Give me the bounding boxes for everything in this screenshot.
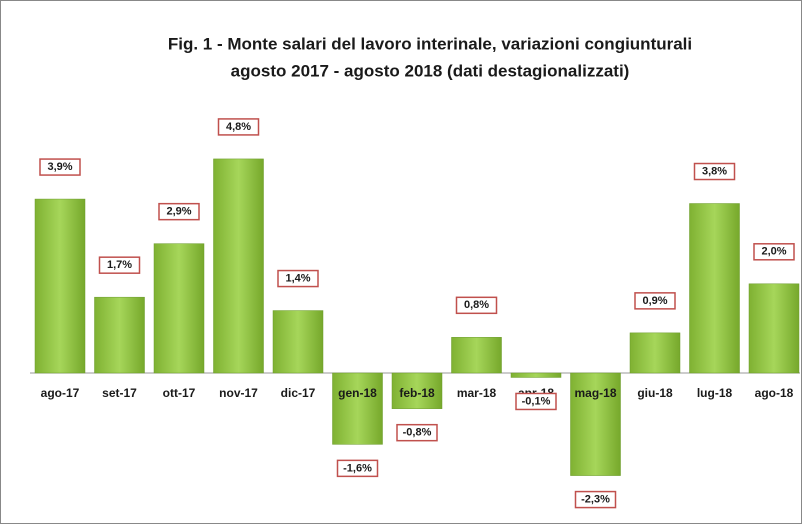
value-label: 1,4% [285,272,310,284]
value-label: 2,0% [761,246,786,258]
value-label: 3,9% [47,161,72,173]
x-tick-label: ott-17 [163,386,196,400]
bar [689,203,740,374]
value-label-box [455,296,498,315]
value-label-box [158,202,200,221]
x-tick-label: nov-17 [219,386,258,400]
bar [629,332,681,374]
x-tick-label: mag-18 [574,386,616,400]
value-label-box [217,118,260,136]
x-tick-label: giu-18 [637,386,673,400]
value-label: 3,8% [702,165,727,177]
value-label: 2,9% [166,206,191,218]
bar [332,372,383,445]
value-label-box [634,292,676,310]
bar [748,283,800,374]
x-tick-label: set-17 [102,386,137,400]
value-label-box [753,243,795,261]
value-label: 1,7% [107,259,132,271]
value-label: -0,1% [522,395,551,407]
value-label: -0,8% [403,427,432,439]
bar [510,372,562,378]
value-label-box [515,392,557,411]
bar [391,372,443,409]
x-tick-label: gen-18 [338,386,377,400]
x-tick-label: ago-18 [755,386,794,400]
chart-title: agosto 2017 - agosto 2018 (dati destagio… [231,61,630,80]
value-label: 4,8% [226,121,251,133]
value-label: 0,9% [642,295,667,307]
value-label: 0,8% [464,299,489,311]
x-tick-label: feb-18 [399,386,435,400]
value-label-box [574,490,617,509]
value-label-box [336,459,379,478]
bar [94,296,145,374]
bar [451,337,502,374]
value-label-box [693,162,736,181]
x-tick-label: ago-17 [41,386,80,400]
bar [34,198,86,374]
x-tick-label: dic-17 [281,386,316,400]
chart-title: Fig. 1 - Monte salari del lavoro interin… [168,34,692,53]
value-label: -2,3% [581,493,610,505]
bar [570,372,621,476]
value-label-box [396,423,438,442]
value-label-box [277,269,319,288]
x-tick-label: lug-18 [697,386,733,400]
value-label: -1,6% [343,462,372,474]
x-tick-label: mar-18 [457,386,497,400]
value-label-box [98,256,141,274]
bar [272,310,324,374]
value-label-box [39,158,81,176]
bar [153,243,205,374]
bar [213,158,264,374]
